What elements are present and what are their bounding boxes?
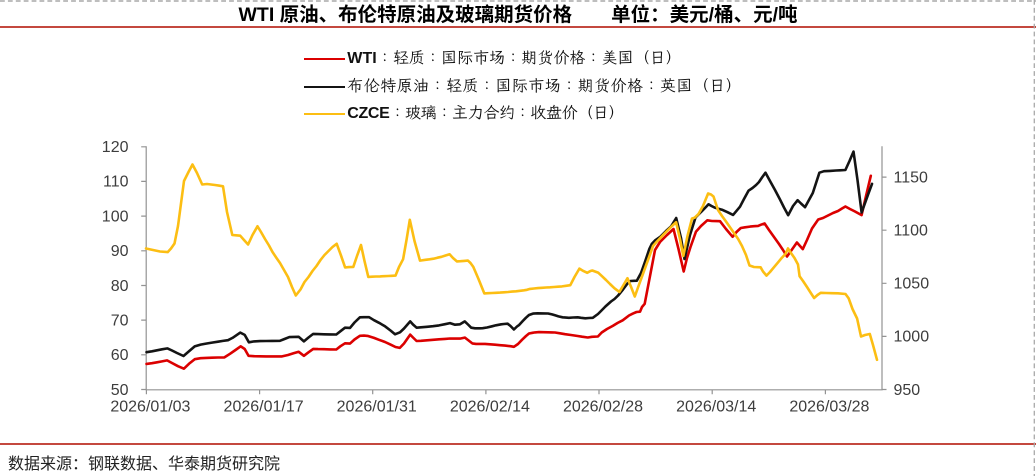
- svg-text:1050: 1050: [894, 276, 930, 293]
- svg-text:60: 60: [111, 347, 129, 364]
- svg-text:2026/03/28: 2026/03/28: [789, 399, 869, 416]
- svg-text:2026/01/17: 2026/01/17: [224, 399, 304, 416]
- svg-text:2026/01/31: 2026/01/31: [337, 399, 417, 416]
- svg-text:120: 120: [102, 139, 129, 156]
- svg-text:2026/03/14: 2026/03/14: [676, 399, 756, 416]
- svg-text:90: 90: [111, 243, 129, 260]
- svg-text:2026/01/03: 2026/01/03: [110, 399, 190, 416]
- svg-text:100: 100: [102, 208, 129, 225]
- svg-text:50: 50: [111, 382, 129, 399]
- svg-text:1150: 1150: [894, 169, 929, 186]
- svg-text:1000: 1000: [894, 329, 930, 346]
- svg-text:1100: 1100: [894, 223, 929, 240]
- svg-text:2026/02/28: 2026/02/28: [563, 399, 643, 416]
- svg-text:110: 110: [103, 174, 129, 191]
- svg-text:70: 70: [111, 312, 129, 329]
- svg-text:950: 950: [894, 382, 921, 399]
- svg-text:80: 80: [111, 278, 129, 295]
- svg-text:2026/02/14: 2026/02/14: [450, 399, 530, 416]
